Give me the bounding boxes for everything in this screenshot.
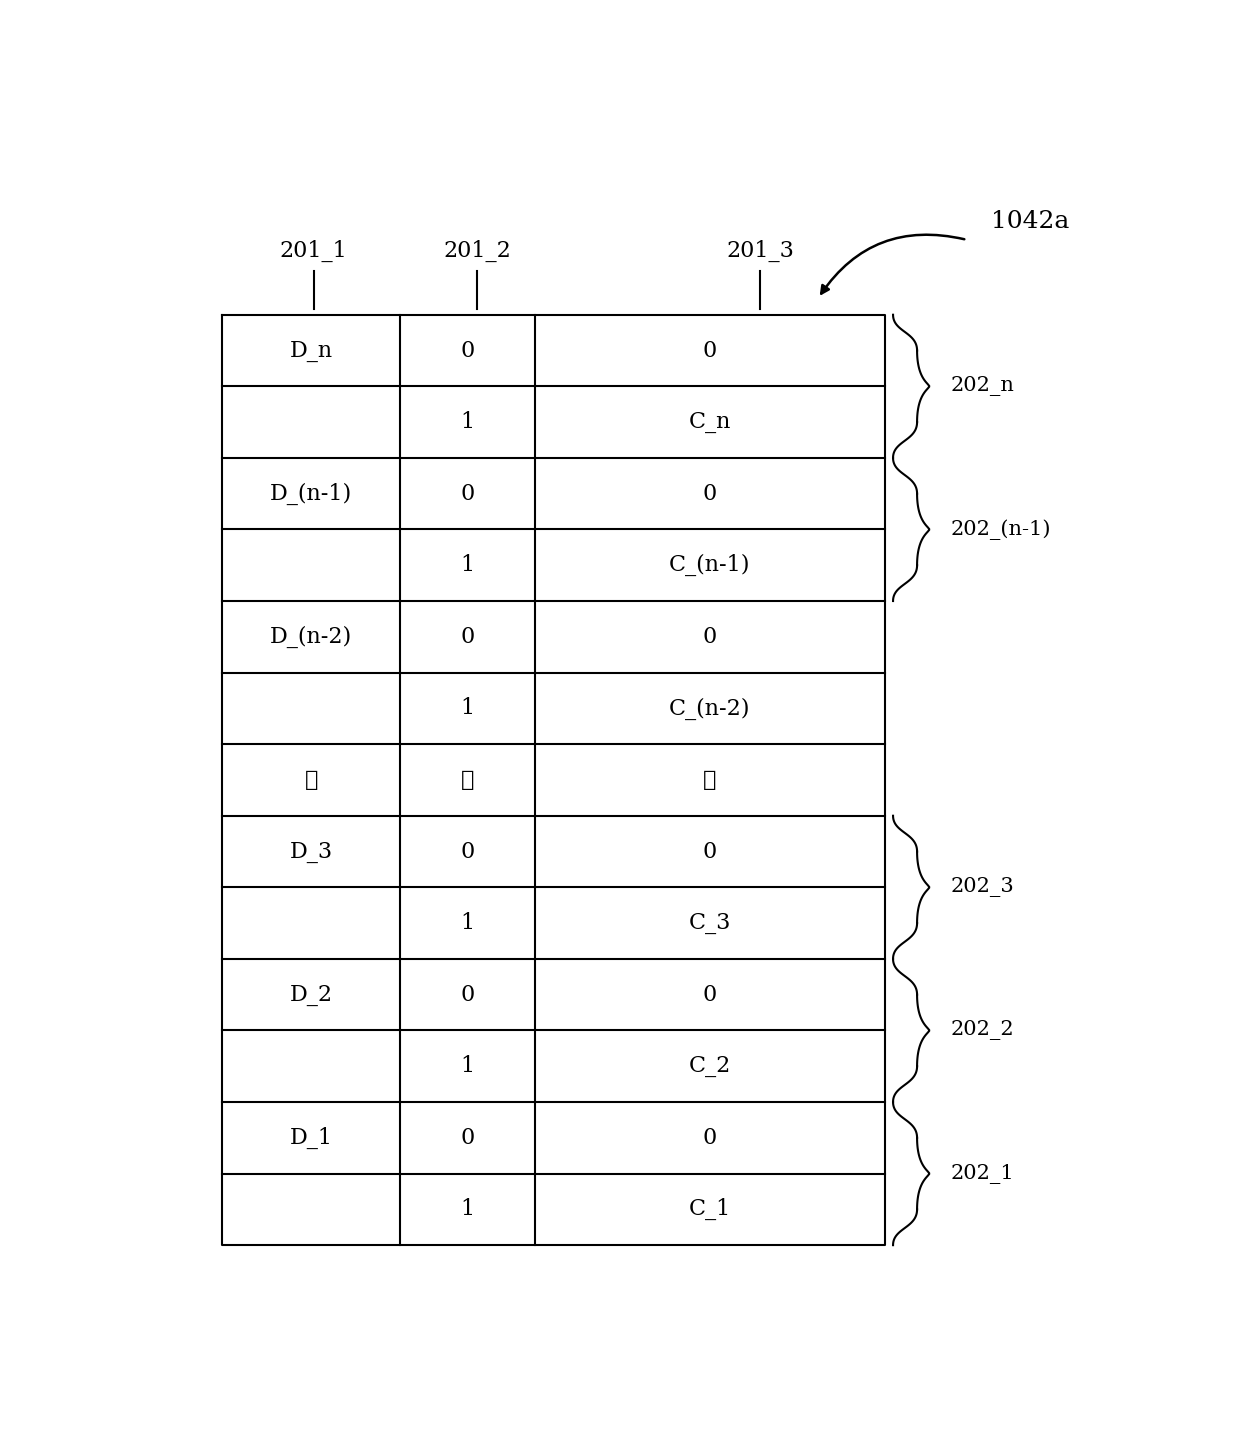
Text: 202_3: 202_3 (951, 878, 1014, 897)
Text: 0: 0 (703, 339, 717, 362)
Text: 0: 0 (703, 841, 717, 862)
Text: D_2: D_2 (290, 984, 332, 1005)
Text: 0: 0 (460, 483, 475, 505)
Text: 1: 1 (460, 1055, 475, 1077)
Text: C_3: C_3 (688, 912, 732, 934)
Text: 1042a: 1042a (991, 210, 1069, 233)
Text: 201_1: 201_1 (280, 240, 347, 262)
Text: 0: 0 (703, 483, 717, 505)
Text: 0: 0 (703, 984, 717, 1005)
Text: 1: 1 (460, 410, 475, 433)
Text: ⋮: ⋮ (460, 769, 474, 791)
Text: 0: 0 (460, 626, 475, 648)
Text: ⋮: ⋮ (305, 769, 317, 791)
Text: 1: 1 (460, 555, 475, 576)
Text: 1: 1 (460, 912, 475, 934)
Text: C_2: C_2 (689, 1055, 732, 1077)
Text: C_(n-2): C_(n-2) (670, 698, 750, 719)
Text: 202_(n-1): 202_(n-1) (951, 519, 1052, 539)
Text: 0: 0 (460, 339, 475, 362)
Text: C_1: C_1 (689, 1198, 732, 1220)
Text: C_(n-1): C_(n-1) (670, 555, 750, 576)
Text: 202_n: 202_n (951, 376, 1014, 396)
Text: 202_2: 202_2 (951, 1021, 1014, 1041)
Text: 1: 1 (460, 1198, 475, 1220)
Text: D_(n-2): D_(n-2) (270, 626, 352, 648)
Text: 0: 0 (703, 1127, 717, 1148)
Text: 0: 0 (703, 626, 717, 648)
Text: ⋮: ⋮ (703, 769, 717, 791)
Text: 201_2: 201_2 (443, 240, 511, 262)
Text: D_(n-1): D_(n-1) (270, 482, 352, 505)
Text: 0: 0 (460, 984, 475, 1005)
Text: 1: 1 (460, 698, 475, 719)
Text: D_n: D_n (290, 339, 332, 362)
Text: 0: 0 (460, 841, 475, 862)
Text: C_n: C_n (688, 410, 732, 433)
Text: D_3: D_3 (290, 841, 332, 862)
Text: 202_1: 202_1 (951, 1164, 1014, 1184)
Text: 201_3: 201_3 (727, 240, 795, 262)
Text: 0: 0 (460, 1127, 475, 1148)
Text: D_1: D_1 (290, 1127, 332, 1148)
